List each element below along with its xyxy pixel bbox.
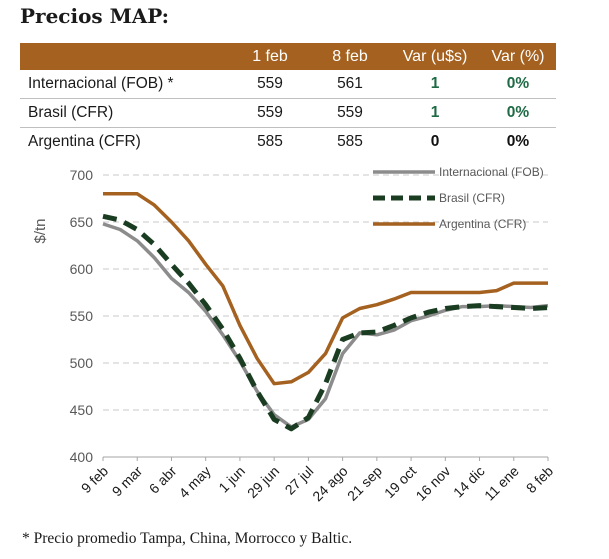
x-tick-label: 16 nov (412, 463, 453, 504)
row-value-1: 559 (230, 70, 310, 99)
x-tick-label: 14 dic (450, 463, 488, 501)
x-tick-label: 9 mar (109, 463, 146, 500)
row-value-2: 559 (310, 98, 390, 128)
legend-label: Brasil (CFR) (439, 191, 505, 205)
row-name: Argentina (CFR) (28, 133, 141, 150)
x-tick-label: 24 ago (309, 463, 351, 505)
table-row: Argentina (CFR) 585 585 0 0% (20, 128, 556, 157)
y-tick-label: 550 (70, 308, 94, 324)
table-header-row: 1 feb 8 feb Var (u$s) Var (%) (20, 43, 556, 70)
row-var-abs: 0 (430, 133, 440, 150)
row-var-abs: 1 (390, 70, 480, 99)
y-tick-label: 600 (70, 261, 94, 277)
x-tick-label: 29 jun (244, 463, 282, 501)
price-chart: 400 450 500 550 600 650 700 $/tn 9 feb 9 mar 6 abr… (0, 160, 609, 520)
row-name: Brasil (CFR) (20, 98, 230, 128)
x-tick-label: 4 may (176, 463, 214, 501)
legend-label: Internacional (FOB) (439, 165, 544, 179)
row-name: Internacional (FOB) * (20, 70, 230, 99)
series-line-2 (103, 192, 548, 386)
y-tick-label: 400 (70, 449, 94, 465)
x-tick-label: 9 feb (78, 463, 111, 496)
x-tick-label: 1 jun (215, 463, 248, 496)
header-date-2: 8 feb (310, 43, 390, 70)
x-tick-label: 11 ene (481, 463, 522, 504)
row-var-abs: 1 (390, 98, 480, 128)
row-value-2: 585 (337, 133, 363, 150)
x-tick-label: 6 abr (146, 463, 180, 497)
row-value-1: 585 (257, 133, 283, 150)
y-tick-label: 450 (70, 402, 94, 418)
x-tick-label: 21 sep (344, 463, 385, 504)
row-value-2: 561 (310, 70, 390, 99)
row-var-pct: 0% (480, 70, 556, 99)
footnote: * Precio promedio Tampa, China, Morrocco… (22, 530, 353, 547)
y-tick-label: 650 (70, 214, 94, 230)
row-var-pct: 0% (480, 98, 556, 128)
y-tick-label: 500 (70, 355, 94, 371)
x-tick-label: 19 oct (381, 463, 419, 501)
legend-label: Argentina (CFR) (439, 217, 526, 231)
x-tick-label: 8 feb (523, 463, 556, 496)
header-var-pct: Var (%) (480, 43, 556, 70)
series-line-1 (102, 213, 549, 432)
table-row: Internacional (FOB) * 559 561 1 0% (20, 70, 556, 99)
row-value-1: 559 (230, 98, 310, 128)
header-product (20, 43, 230, 70)
header-var-abs: Var (u$s) (390, 43, 480, 70)
y-axis-label: $/tn (32, 218, 49, 243)
header-date-1: 1 feb (230, 43, 310, 70)
series-line-0 (102, 222, 549, 429)
row-var-pct: 0% (506, 133, 530, 150)
page-title: Precios MAP: (20, 4, 170, 28)
price-table: 1 feb 8 feb Var (u$s) Var (%) Internacio… (20, 43, 556, 156)
table-row: Brasil (CFR) 559 559 1 0% (20, 98, 556, 128)
y-tick-label: 700 (70, 167, 94, 183)
